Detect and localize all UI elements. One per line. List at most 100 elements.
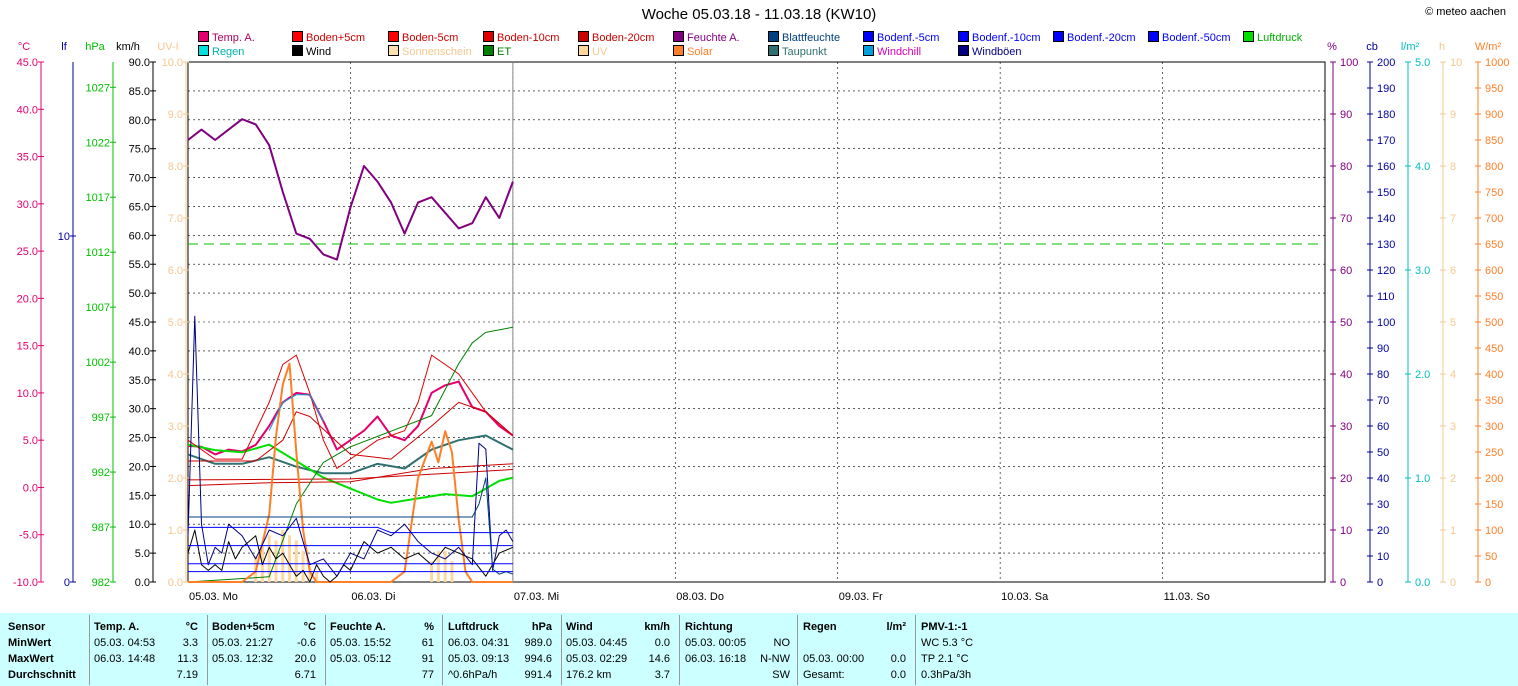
axis-tick-hpa: 992 (92, 467, 110, 479)
axis-tick-temp: 30.0 (17, 199, 38, 211)
legend-item: Luftdruck (1243, 31, 1302, 44)
plot-frame (187, 61, 1326, 583)
day-label: 10.03. Sa (1001, 591, 1049, 603)
axis-tick-cb: 110 (1377, 291, 1395, 303)
axis-tick-h: 9 (1450, 109, 1456, 121)
axis-tick-hpa: 1022 (86, 137, 110, 149)
stats-richtung-value: N-NW (760, 653, 790, 665)
legend-label: Bodenf.-5cm (877, 32, 940, 44)
axis-tick-uv: 3.0 (168, 421, 183, 433)
stats-separator (89, 615, 90, 685)
stats-header: PMV-1:-1 (921, 621, 968, 633)
legend-swatch (863, 31, 874, 42)
axis-tick-uv: 0.0 (168, 577, 183, 589)
series-windb-en (187, 315, 514, 577)
axis-tick-hpa: 1002 (86, 357, 110, 369)
axis-tick-cb: 170 (1377, 135, 1395, 147)
axis-tick-temp: -10.0 (13, 577, 38, 589)
axis-tick-pct: 70 (1340, 213, 1352, 225)
axis-tick-hpa: 1027 (86, 82, 110, 94)
stats-pmv: WC 5.3 °C (921, 637, 974, 649)
series-luftdruck (187, 443, 514, 504)
legend-swatch (578, 45, 589, 56)
stats-luftdruck-value: 994.6 (524, 653, 552, 665)
legend-swatch (578, 31, 589, 42)
legend-item: Bodenf.-50cm (1148, 31, 1230, 44)
stats-header: Regen (803, 621, 837, 633)
axis-tick-lm2: 0.0 (1415, 577, 1430, 589)
axis-tick-cb: 180 (1377, 109, 1395, 121)
axis-tick-uv: 1.0 (168, 525, 183, 537)
axis-unit-lm2: l/m² (1401, 41, 1420, 53)
axis-tick-wm2: 700 (1485, 213, 1503, 225)
axis-tick-wm2: 250 (1485, 447, 1503, 459)
stats-row-label: MaxWert (8, 653, 54, 665)
legend-label: UV (592, 46, 608, 58)
stats-luftdruck-value: 989.0 (524, 637, 552, 649)
legend-swatch (673, 45, 684, 56)
axis-tick-h: 2 (1450, 473, 1456, 485)
axis-unit-uv: UV-I (157, 41, 178, 53)
stats-regen-value: 0.0 (890, 669, 906, 681)
legend-item: Boden-5cm (388, 31, 458, 44)
sunshine-bar (267, 535, 271, 582)
stats-wind-value: 14.6 (648, 653, 670, 665)
stats-header: Luftdruck (448, 621, 499, 633)
stats-separator (207, 615, 208, 685)
stats-header: % (424, 621, 434, 633)
axis-tick-hpa: 1017 (86, 192, 110, 204)
axis-tick-wm2: 600 (1485, 265, 1503, 277)
axis-tick-hpa: 997 (92, 412, 110, 424)
axis-tick-wm2: 750 (1485, 187, 1503, 199)
stats-feuchte-value: 91 (421, 653, 434, 665)
axis-tick-cb: 190 (1377, 83, 1395, 95)
axis-tick-pct: 60 (1340, 265, 1352, 277)
axis-tick-cb: 200 (1377, 57, 1395, 69)
axis-tick-kmh: 50.0 (129, 288, 150, 300)
axis-tick-lm2: 5.0 (1415, 57, 1430, 69)
axis-unit-cb: cb (1366, 41, 1378, 53)
legend-item: Bodenf.-5cm (863, 31, 939, 44)
axis-tick-temp: 45.0 (17, 57, 38, 69)
stats-separator (442, 615, 443, 685)
legend-item: Sonnenschein (388, 45, 472, 58)
stats-wind-time: 05.03. 04:45 (566, 637, 628, 649)
axis-tick-temp: 20.0 (17, 293, 38, 305)
day-label: 09.03. Fr (839, 591, 883, 603)
axis-tick-wm2: 350 (1485, 395, 1503, 407)
stats-pmv: TP 2.1 °C (921, 653, 969, 665)
axis-tick-h: 5 (1450, 317, 1456, 329)
axis-tick-wm2: 100 (1485, 525, 1503, 537)
axis-tick-cb: 130 (1377, 239, 1395, 251)
legend-swatch (1148, 31, 1159, 42)
axis-tick-lf: 0 (64, 577, 70, 589)
axis-tick-temp: 5.0 (23, 435, 38, 447)
legend-label: Boden+5cm (306, 32, 366, 44)
axis-tick-kmh: 20.0 (129, 461, 150, 473)
axis-tick-cb: 60 (1377, 421, 1389, 433)
axis-unit-lf: lf (61, 41, 67, 53)
axis-tick-uv: 2.0 (168, 473, 183, 485)
legend-label: Boden-5cm (402, 32, 459, 44)
legend-swatch (863, 45, 874, 56)
legend-label: Boden-10cm (497, 32, 560, 44)
series-et (187, 326, 513, 583)
legend-swatch (198, 31, 209, 42)
axis-tick-kmh: 70.0 (129, 173, 150, 185)
axis-unit-h: h (1439, 41, 1445, 53)
series-taupunkt (187, 434, 514, 475)
sunshine-bar (315, 571, 319, 582)
axis-tick-kmh: 15.0 (129, 490, 150, 502)
legend-item: Temp. A. (198, 31, 255, 44)
axis-tick-pct: 80 (1340, 161, 1352, 173)
stats-header: l/m² (886, 621, 906, 633)
legend-item: Boden-10cm (483, 31, 559, 44)
axis-tick-pct: 20 (1340, 473, 1352, 485)
day-label: 08.03. Do (676, 591, 724, 603)
axis-tick-uv: 10.0 (162, 57, 183, 69)
axis-tick-hpa: 1007 (86, 302, 110, 314)
axis-tick-temp: 0.0 (23, 482, 38, 494)
legend-label: Bodenf.-10cm (972, 32, 1041, 44)
sunshine-bar (308, 566, 312, 582)
series-boden-10cm (187, 463, 513, 487)
